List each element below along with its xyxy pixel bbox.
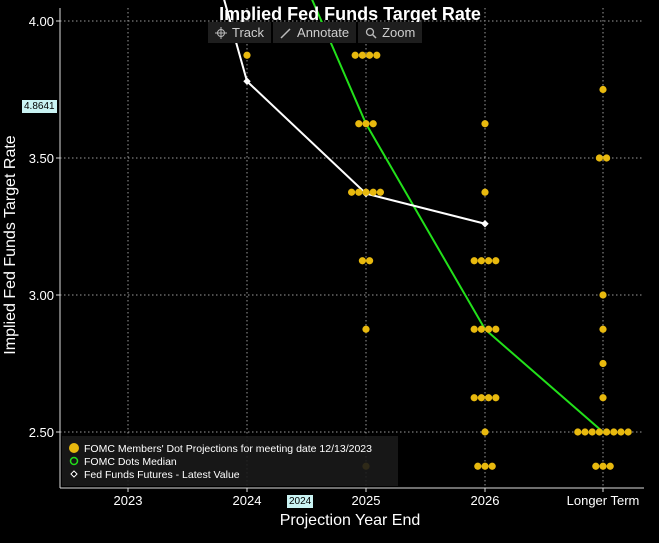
projection-dot <box>606 462 614 470</box>
projection-dot <box>599 85 607 94</box>
projection-dot <box>470 325 478 333</box>
y-tick-label: 2.50 <box>29 425 54 440</box>
chart-title: Implied Fed Funds Target Rate <box>219 4 481 24</box>
projection-dot <box>477 394 485 402</box>
projection-dot <box>481 428 489 436</box>
projection-dot <box>373 51 381 59</box>
futures-point <box>243 77 251 85</box>
projection-dot <box>592 462 600 470</box>
projection-dot <box>243 51 251 59</box>
y-tick-label: 3.50 <box>29 151 54 166</box>
projection-dot <box>595 428 604 436</box>
projection-dot <box>481 188 489 196</box>
projection-dot <box>581 428 589 436</box>
projection-dot <box>481 462 489 470</box>
projection-dot <box>599 325 607 333</box>
track-button[interactable]: Track <box>208 22 272 43</box>
projection-dot <box>470 394 478 402</box>
legend-entry-label: FOMC Members' Dot Projections for meetin… <box>84 443 372 455</box>
crosshair-y-value: 4.8641 <box>22 100 57 113</box>
projection-dot <box>474 462 482 470</box>
projection-dot <box>362 120 370 128</box>
projection-dot <box>362 325 370 333</box>
legend: FOMC Members' Dot Projections for meetin… <box>62 436 398 486</box>
crosshair-x-value: 2024 <box>287 495 314 508</box>
projection-dot <box>599 359 607 368</box>
futures-line <box>223 0 486 225</box>
projection-dot <box>610 428 618 436</box>
projection-dot <box>355 188 363 196</box>
projection-dot <box>351 51 359 59</box>
zoom-button[interactable]: Zoom <box>358 22 423 43</box>
projection-dot <box>603 428 611 436</box>
projection-dot <box>485 257 493 265</box>
projection-dot <box>348 188 356 196</box>
projection-dot <box>599 462 607 470</box>
projection-dot <box>470 257 478 265</box>
x-tick-label: 2026 <box>471 493 500 508</box>
annotate-label: Annotate <box>297 25 350 40</box>
projection-dot <box>595 154 604 162</box>
legend-diamond-icon <box>70 470 78 478</box>
projection-dot <box>617 428 625 436</box>
y-tick-label: 3.00 <box>29 288 54 303</box>
projection-dot <box>588 428 596 436</box>
projection-dot <box>574 428 582 436</box>
x-tick-label: 2025 <box>352 493 381 508</box>
crosshair-icon <box>215 26 227 39</box>
dot-projections <box>243 51 632 470</box>
x-tick-label: 2024 <box>233 493 262 508</box>
y-tick-label: 4.00 <box>29 14 54 29</box>
legend-background <box>62 436 398 486</box>
tick-labels: 2.503.003.504.004.505.005.50202320242025… <box>29 14 640 508</box>
pencil-icon <box>280 27 291 39</box>
projection-dot <box>477 257 485 265</box>
legend-entry-label: FOMC Dots Median <box>84 456 177 468</box>
projection-dot <box>485 394 493 402</box>
projection-dot <box>624 428 632 436</box>
magnifier-icon <box>365 27 377 39</box>
projection-dot <box>492 394 500 402</box>
x-tick-label: Longer Term <box>567 493 640 508</box>
projection-dot <box>369 188 377 196</box>
projection-dot <box>603 154 611 162</box>
projection-dot <box>376 188 384 196</box>
zoom-label: Zoom <box>382 25 416 40</box>
legend-ring-icon <box>69 456 79 466</box>
y-axis-label: Implied Fed Funds Target Rate <box>2 135 19 354</box>
projection-dot <box>358 51 366 59</box>
projection-dot <box>492 325 500 333</box>
projection-dot <box>366 257 374 265</box>
projection-dot <box>358 257 366 265</box>
projection-dot <box>599 291 607 299</box>
chart-toolbar: Track Annotate Zoom <box>208 22 423 44</box>
projection-dot <box>366 51 374 59</box>
projection-dot <box>369 120 377 128</box>
track-label: Track <box>232 25 265 40</box>
annotate-button[interactable]: Annotate <box>273 22 357 43</box>
x-tick-label: 2023 <box>114 493 143 508</box>
projection-dot <box>362 188 370 196</box>
legend-entry-label: Fed Funds Futures - Latest Value <box>84 469 240 481</box>
futures-point <box>481 220 489 228</box>
projection-dot <box>477 325 485 333</box>
projection-dot <box>485 325 493 333</box>
x-axis-label: Projection Year End <box>280 512 421 529</box>
legend-dot-icon <box>69 443 79 453</box>
projection-dot <box>492 257 500 265</box>
projection-dot <box>481 120 489 128</box>
axes <box>56 8 644 492</box>
projection-dot <box>355 120 363 128</box>
projection-dot <box>599 394 607 402</box>
projection-dot <box>488 462 496 470</box>
